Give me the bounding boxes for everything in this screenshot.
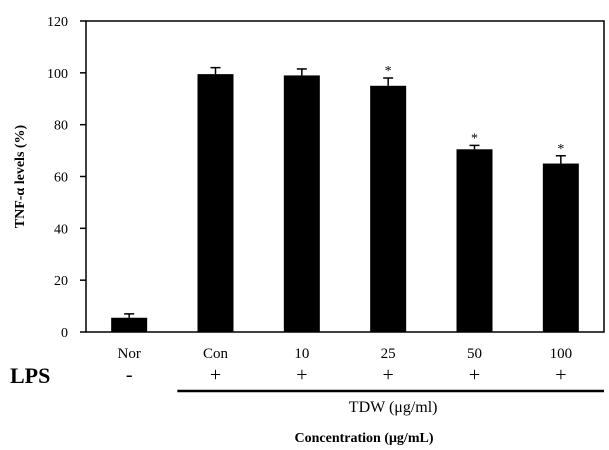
x-tick-label: 100 bbox=[550, 346, 573, 362]
bar bbox=[542, 163, 579, 332]
y-axis: 0 20 40 60 80 100 120 bbox=[47, 15, 86, 341]
y-tick-label: 0 bbox=[61, 326, 68, 341]
lps-sign: + bbox=[210, 364, 221, 386]
significance-mark: * bbox=[385, 64, 392, 79]
x-tick-label: 25 bbox=[381, 346, 396, 362]
tdw-group-label: TDW (μg/ml) bbox=[349, 399, 438, 416]
significance-mark: * bbox=[471, 131, 478, 146]
significance-mark: * bbox=[557, 142, 564, 157]
bars: * * * bbox=[111, 64, 579, 333]
lps-sign: - bbox=[126, 364, 133, 386]
lps-sign: + bbox=[555, 364, 566, 386]
bar bbox=[111, 317, 148, 332]
lps-sign: + bbox=[469, 364, 480, 386]
y-tick-label: 80 bbox=[54, 119, 68, 134]
y-tick-label: 100 bbox=[47, 67, 68, 82]
y-tick-label: 20 bbox=[54, 274, 68, 289]
y-axis-label: TNF-α levels (%) bbox=[13, 124, 28, 228]
bar bbox=[456, 149, 493, 332]
lps-label: LPS bbox=[10, 363, 50, 388]
lps-sign: + bbox=[383, 364, 394, 386]
bar bbox=[197, 74, 234, 333]
x-tick-labels: Nor Con 10 25 50 100 bbox=[118, 346, 573, 362]
bar bbox=[370, 85, 407, 333]
x-tick-label: Nor bbox=[118, 346, 141, 362]
x-tick-label: 10 bbox=[294, 346, 309, 362]
y-tick-label: 40 bbox=[54, 222, 68, 237]
lps-sign: + bbox=[296, 364, 307, 386]
y-tick-label: 120 bbox=[47, 15, 68, 30]
bar bbox=[283, 75, 320, 333]
plot-frame bbox=[85, 20, 605, 333]
y-tick-label: 60 bbox=[54, 171, 68, 186]
x-tick-label: 50 bbox=[467, 346, 482, 362]
lps-signs: - + + + + + bbox=[126, 364, 567, 386]
x-axis-label: Concentration (μg/mL) bbox=[295, 431, 434, 446]
x-tick-label: Con bbox=[203, 346, 229, 362]
